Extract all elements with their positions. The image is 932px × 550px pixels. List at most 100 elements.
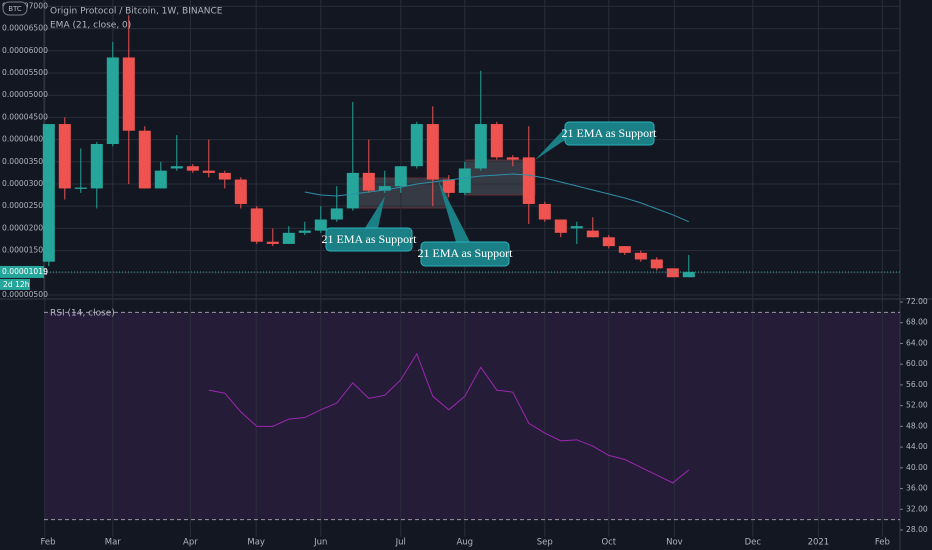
countdown: 2d 12h (3, 280, 30, 289)
x-tick-label: Nov (666, 538, 683, 548)
x-tick-label: Aug (456, 538, 473, 548)
annotation: 21 EMA as Support (561, 126, 657, 140)
candle-body (122, 57, 135, 131)
y2-tick-label: 72.00 (906, 297, 928, 306)
candle-body (378, 186, 391, 191)
candle-body (618, 246, 631, 253)
y2-tick-label: 52.00 (906, 401, 928, 410)
candle-body (314, 219, 327, 231)
annotation: 21 EMA as Support (417, 246, 513, 260)
candle-body (170, 166, 183, 169)
x-tick-label: Mar (105, 538, 122, 548)
y2-tick-label: 60.00 (906, 359, 928, 368)
series-line (208, 352, 690, 484)
symbol: BTC (8, 5, 22, 13)
candle-body (282, 232, 295, 244)
callout-box (564, 121, 655, 146)
candle-body (634, 252, 647, 260)
candle-body (682, 271, 695, 278)
x-tick-label: Jun (313, 538, 327, 548)
candle-body (666, 268, 679, 278)
candle-body (218, 172, 231, 180)
labels: Origin Protocol / Bitcoin, 1W, BINANCE E… (50, 7, 223, 319)
y-tick-label: 0.00004500 (2, 112, 48, 121)
y-tick-label: 0.00004000 (2, 135, 48, 144)
y-tick-label: 0.00005500 (2, 68, 48, 77)
y-tick-label: 0.00006500 (2, 24, 48, 33)
x-tick-label: Sep (537, 538, 553, 548)
candle-body (186, 166, 199, 171)
callout-box (420, 241, 510, 267)
candle-body (42, 124, 55, 262)
y2-tick-label: 56.00 (906, 380, 928, 389)
x-tick-label: Apr (183, 538, 198, 548)
y-tick-label: 0.00003500 (2, 157, 48, 166)
callout-pointer (438, 180, 470, 242)
callout-pointer (535, 128, 565, 160)
candle-body (250, 208, 263, 242)
candle-body (426, 124, 439, 180)
y-tick-label: 0.00006000 (2, 46, 48, 55)
x-tick-label: Feb (875, 538, 890, 548)
y2-tick-label: 40.00 (906, 463, 928, 472)
candle-body (586, 230, 599, 238)
x-tick-label: Feb (40, 538, 55, 548)
candle-body (538, 203, 551, 220)
y-tick-label: 0.00002500 (2, 201, 48, 210)
candle-body (138, 130, 151, 189)
callout-pointer (365, 196, 385, 228)
candle-body (234, 179, 247, 204)
candle-body (602, 237, 615, 247)
candle-body (506, 157, 519, 160)
y2-tick-label: 28.00 (906, 525, 928, 534)
candle-body (346, 172, 359, 209)
candle-body (410, 124, 423, 167)
candle-body (570, 226, 583, 229)
x-tick-label: 2021 (808, 538, 830, 548)
candle-body (442, 179, 455, 193)
annotation: 21 EMA as Support (321, 232, 417, 246)
y2-tick-label: 36.00 (906, 484, 928, 493)
y-tick-label: 0.00005000 (2, 90, 48, 99)
candle-body (650, 259, 663, 269)
rsi-band-fill (44, 312, 900, 520)
candle-body (330, 208, 343, 220)
y2-tick-label: 32.00 (906, 504, 928, 513)
y2-tick-label: 48.00 (906, 421, 928, 430)
candle-body (74, 187, 87, 189)
candle-body (474, 124, 487, 169)
candle-body (90, 144, 103, 189)
x-tick-label: Dec (745, 538, 762, 548)
y2-tick-label: 64.00 (906, 338, 928, 347)
last-price-badge (0, 265, 44, 278)
y-tick-label: 0.00003000 (2, 179, 48, 188)
candle-body (458, 168, 471, 193)
candle-body (202, 170, 215, 173)
callout-box (325, 227, 413, 252)
x-tick-label: Oct (601, 538, 616, 548)
legend-ema: EMA (21, close, 0) (50, 21, 131, 31)
candle-body (554, 219, 567, 233)
series-line (304, 173, 689, 223)
last-price-label: 0.00001019 (2, 267, 48, 276)
x-tick-label: May (247, 538, 265, 548)
candle-body (298, 230, 311, 233)
y-tick-label: 0.00002000 (2, 223, 48, 232)
countdown-badge (0, 278, 30, 290)
candle-body (106, 57, 119, 145)
candle-body (266, 241, 279, 244)
candle-body (58, 124, 71, 189)
x-tick-label: Jul (395, 538, 406, 548)
chart-title: Origin Protocol / Bitcoin, 1W, BINANCE (50, 7, 223, 17)
candle-body (522, 157, 535, 204)
candle-body (362, 172, 375, 191)
candle-body (394, 166, 407, 187)
legend-rsi: RSI (14, close) (50, 309, 115, 319)
y-tick-label: 0.00001500 (2, 246, 48, 255)
y-tick-label: 0.00000500 (2, 290, 48, 299)
callouts: 21 EMA as Support 21 EMA as Support 21 E… (321, 121, 657, 267)
symbol-badge (2, 1, 28, 16)
